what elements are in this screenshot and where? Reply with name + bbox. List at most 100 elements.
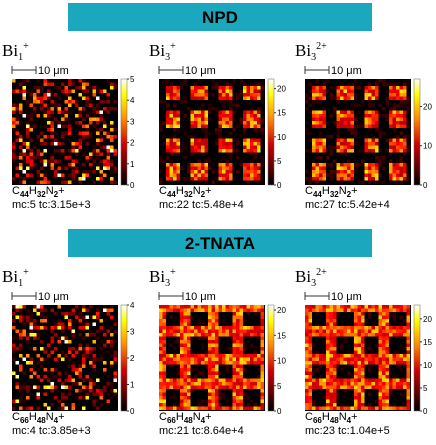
pixel [326,375,330,379]
pixel [26,79,30,83]
pixel [333,396,337,400]
pixel [403,305,407,309]
pixel [183,403,187,407]
pixel [336,326,340,330]
pixel [75,350,79,354]
pixel [113,166,117,170]
pixel [239,163,243,167]
colorbar-tick-label: 0 [130,181,135,190]
pixel [239,368,243,372]
pixel [82,305,86,309]
pixel [71,163,75,167]
pixel [211,336,215,340]
pixel [162,336,166,340]
pixel [36,86,40,90]
pixel [308,312,312,316]
pixel [50,107,54,111]
pixel [68,180,72,184]
pixel [396,145,400,149]
pixel [187,354,191,358]
pixel [211,315,215,319]
pixel [173,173,177,177]
pixel [336,312,340,316]
pixel [190,142,194,146]
pixel [68,319,72,323]
pixel [218,124,222,128]
pixel [312,406,316,410]
pixel [236,156,240,160]
pixel [194,333,198,337]
pixel [57,110,61,114]
pixel [385,340,389,344]
pixel [194,89,198,93]
pixel [253,385,257,389]
pixel [312,308,316,312]
pixel [322,326,326,330]
pixel [326,333,330,337]
pixel [197,333,201,337]
pixel [197,145,201,149]
pixel [399,124,403,128]
pixel [208,354,212,358]
pixel [243,142,247,146]
pixel [315,163,319,167]
pixel [197,173,201,177]
pixel [197,86,201,90]
pixel [96,138,100,142]
pixel [368,305,372,309]
pixel [47,343,51,347]
pixel [236,149,240,153]
pixel [29,117,33,121]
pixel [361,100,365,104]
pixel [329,145,333,149]
pixel [378,382,382,386]
pixel [169,385,173,389]
pixel [350,149,354,153]
pixel [319,110,323,114]
pixel [78,333,82,337]
pixel [57,124,61,128]
pixel [236,364,240,368]
pixel [92,159,96,163]
pixel [68,131,72,135]
pixel [350,180,354,184]
pixel [239,121,243,125]
pixel [173,326,177,330]
pixel [319,86,323,90]
pixel [169,382,173,386]
pixel [385,312,389,316]
pixel [61,382,65,386]
pixel [368,138,372,142]
pixel [319,361,323,365]
pixel [399,329,403,333]
pixel [82,357,86,361]
pixel [222,124,226,128]
pixel [347,114,351,118]
pixel [61,406,65,410]
pixel [389,142,393,146]
pixel [211,364,215,368]
pixel [246,100,250,104]
pixel [96,385,100,389]
pixel [340,406,344,410]
pixel [403,347,407,351]
pixel [319,305,323,309]
pixel [19,308,23,312]
pixel [68,371,72,375]
pixel [364,121,368,125]
pixel [61,329,65,333]
pixel [99,110,103,114]
pixel [364,378,368,382]
pixel [305,177,309,181]
pixel [113,392,117,396]
pixel [371,354,375,358]
pixel [375,361,379,365]
pixel [36,368,40,372]
pixel [211,93,215,97]
pixel [343,170,347,174]
pixel [392,82,396,86]
pixel [406,319,410,323]
pixel [82,347,86,351]
pixel [250,354,254,358]
pixel [308,336,312,340]
